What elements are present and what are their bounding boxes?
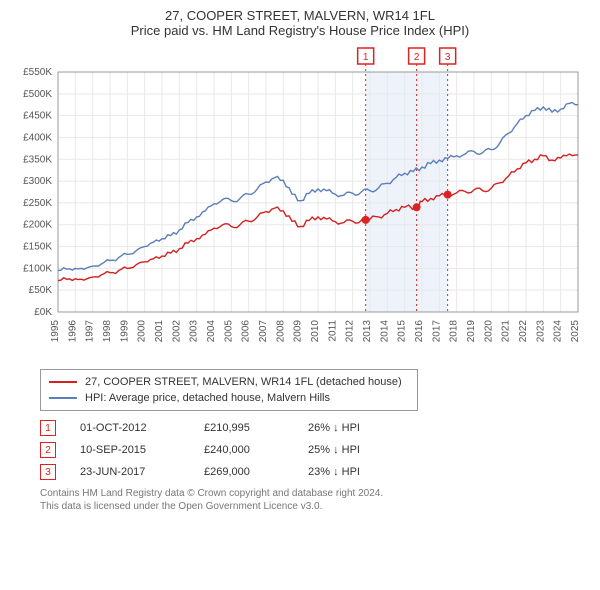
- legend-swatch: [49, 381, 77, 383]
- event-diff: 23% ↓ HPI: [308, 466, 388, 478]
- footer-line2: This data is licensed under the Open Gov…: [40, 500, 590, 513]
- price-chart: £0K £50K £100K £150K £200K £250K £300K £350K £40…: [10, 42, 590, 365]
- sale-period-band: [417, 72, 448, 312]
- legend-row: HPI: Average price, detached house, Malv…: [49, 390, 409, 406]
- sale-marker-dot: [444, 191, 452, 199]
- x-tick-label: 2018: [449, 320, 460, 343]
- legend-label: 27, COOPER STREET, MALVERN, WR14 1FL (de…: [85, 376, 402, 388]
- event-num-box: 2: [40, 442, 56, 458]
- x-tick-label: 2020: [483, 320, 494, 343]
- chart-title: 27, COOPER STREET, MALVERN, WR14 1FL: [10, 8, 590, 23]
- x-tick-label: 2013: [362, 320, 373, 343]
- y-tick-label: £300K: [23, 176, 52, 187]
- sale-marker-dot: [413, 203, 421, 211]
- event-row: 1 01-OCT-2012 £210,995 26% ↓ HPI: [40, 417, 590, 439]
- event-price: £210,995: [204, 422, 284, 434]
- event-date: 23-JUN-2017: [80, 466, 180, 478]
- x-tick-label: 1996: [67, 320, 78, 343]
- y-tick-label: £250K: [23, 198, 52, 209]
- legend-label: HPI: Average price, detached house, Malv…: [85, 392, 330, 404]
- x-tick-label: 2023: [535, 320, 546, 343]
- x-tick-label: 2008: [275, 320, 286, 343]
- x-tick-label: 2021: [501, 320, 512, 343]
- event-row: 3 23-JUN-2017 £269,000 23% ↓ HPI: [40, 461, 590, 483]
- x-tick-label: 1998: [102, 320, 113, 343]
- event-num-box: 3: [40, 464, 56, 480]
- sale-marker-num: 3: [445, 52, 451, 63]
- x-tick-label: 2025: [570, 320, 581, 343]
- footer-line1: Contains HM Land Registry data © Crown c…: [40, 487, 590, 500]
- x-tick-label: 2006: [241, 320, 252, 343]
- legend-box: 27, COOPER STREET, MALVERN, WR14 1FL (de…: [40, 369, 418, 411]
- x-tick-label: 2010: [310, 320, 321, 343]
- x-tick-label: 2022: [518, 320, 529, 343]
- chart-svg: £0K £50K £100K £150K £200K £250K £300K £350K £40…: [10, 42, 590, 362]
- x-tick-label: 2024: [553, 320, 564, 343]
- event-num-box: 1: [40, 420, 56, 436]
- event-price: £240,000: [204, 444, 284, 456]
- x-tick-label: 2016: [414, 320, 425, 343]
- sale-marker-num: 2: [414, 52, 420, 63]
- x-tick-label: 2002: [171, 320, 182, 343]
- x-tick-label: 1995: [50, 320, 61, 343]
- x-tick-label: 2012: [345, 320, 356, 343]
- y-tick-label: £350K: [23, 154, 52, 165]
- y-tick-label: £550K: [23, 67, 52, 78]
- event-diff: 25% ↓ HPI: [308, 444, 388, 456]
- x-tick-label: 2000: [137, 320, 148, 343]
- footer-attribution: Contains HM Land Registry data © Crown c…: [40, 487, 590, 513]
- x-tick-label: 2015: [397, 320, 408, 343]
- legend-row: 27, COOPER STREET, MALVERN, WR14 1FL (de…: [49, 374, 409, 390]
- y-tick-label: £50K: [29, 285, 53, 296]
- x-tick-label: 2001: [154, 320, 165, 343]
- y-tick-label: £150K: [23, 242, 52, 253]
- x-tick-label: 1999: [119, 320, 130, 343]
- y-tick-label: £400K: [23, 132, 52, 143]
- y-tick-label: £0K: [34, 307, 52, 318]
- x-tick-label: 2019: [466, 320, 477, 343]
- x-tick-label: 2003: [189, 320, 200, 343]
- y-tick-label: £200K: [23, 220, 52, 231]
- sale-marker-dot: [362, 216, 370, 224]
- x-tick-label: 2014: [379, 320, 390, 343]
- x-tick-label: 2011: [327, 320, 338, 342]
- sale-marker-num: 1: [363, 52, 369, 63]
- x-tick-label: 2009: [293, 320, 304, 343]
- x-tick-label: 2007: [258, 320, 269, 343]
- event-date: 10-SEP-2015: [80, 444, 180, 456]
- event-price: £269,000: [204, 466, 284, 478]
- legend-swatch: [49, 397, 77, 399]
- x-tick-label: 2005: [223, 320, 234, 343]
- x-tick-label: 1997: [85, 320, 96, 343]
- y-tick-label: £500K: [23, 89, 52, 100]
- x-tick-label: 2004: [206, 320, 217, 343]
- event-row: 2 10-SEP-2015 £240,000 25% ↓ HPI: [40, 439, 590, 461]
- event-diff: 26% ↓ HPI: [308, 422, 388, 434]
- events-table: 1 01-OCT-2012 £210,995 26% ↓ HPI 2 10-SEP-201…: [40, 417, 590, 483]
- chart-subtitle: Price paid vs. HM Land Registry's House …: [10, 23, 590, 38]
- y-tick-label: £450K: [23, 111, 52, 122]
- y-tick-label: £100K: [23, 263, 52, 274]
- event-date: 01-OCT-2012: [80, 422, 180, 434]
- x-tick-label: 2017: [431, 320, 442, 343]
